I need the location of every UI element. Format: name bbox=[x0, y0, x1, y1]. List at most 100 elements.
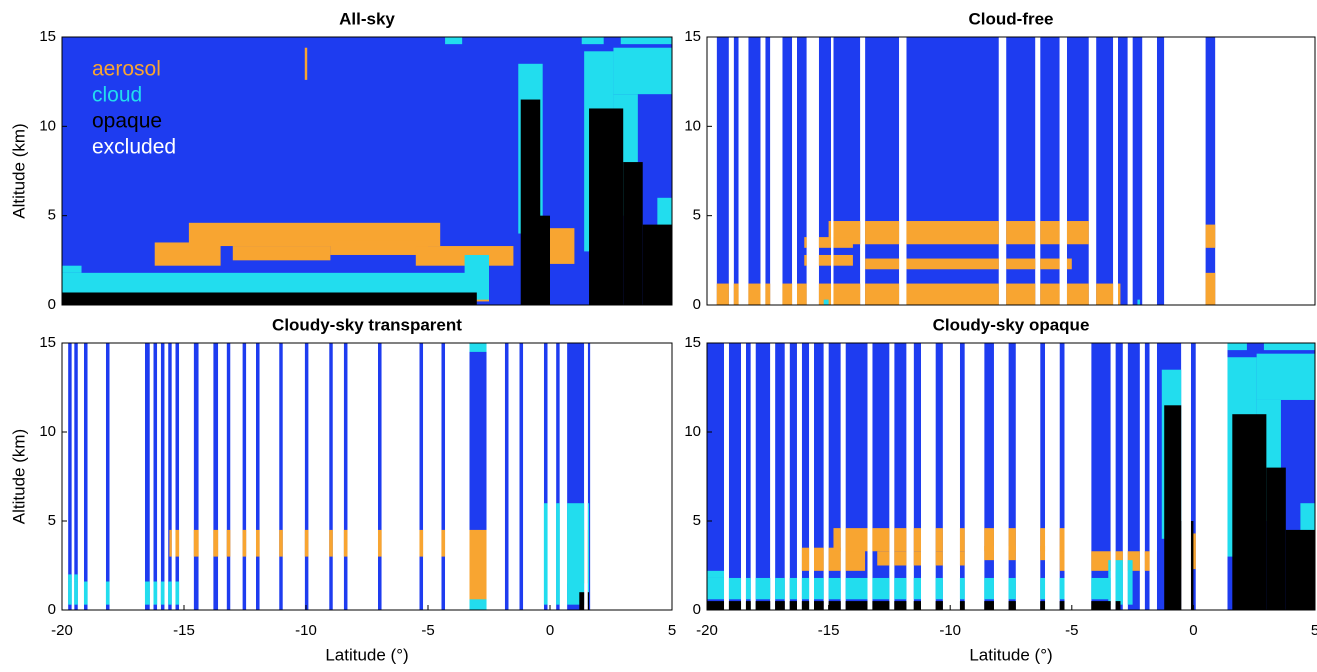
included-column bbox=[716, 37, 729, 305]
frame bbox=[61, 36, 673, 306]
class-region bbox=[154, 242, 221, 266]
y-axis-label: Altitude (km) bbox=[9, 429, 28, 524]
y-tick-label: 15 bbox=[39, 28, 56, 45]
included-column bbox=[329, 343, 333, 610]
included-column bbox=[74, 343, 78, 610]
x-tick-label: -5 bbox=[1065, 622, 1078, 639]
plot-area bbox=[62, 37, 672, 305]
y-tick-label: 0 bbox=[48, 296, 56, 313]
y-tick-label: 15 bbox=[684, 334, 701, 351]
y-tick-label: 5 bbox=[48, 512, 56, 529]
y-tick-label: 0 bbox=[693, 601, 701, 618]
class-region bbox=[445, 37, 463, 45]
y-tick-label: 15 bbox=[39, 334, 56, 351]
included-column bbox=[782, 37, 793, 305]
class-region bbox=[68, 574, 80, 582]
y-tick-label: 10 bbox=[39, 423, 56, 440]
included-column bbox=[304, 343, 309, 610]
included-column bbox=[543, 343, 548, 610]
included-column bbox=[587, 343, 591, 610]
class-region bbox=[188, 222, 441, 247]
included-column bbox=[765, 37, 771, 305]
plot-area bbox=[716, 37, 1216, 305]
class-region bbox=[804, 237, 853, 248]
class-region bbox=[415, 246, 514, 266]
class-region bbox=[469, 529, 487, 610]
class-region bbox=[833, 528, 1084, 552]
included-column bbox=[1040, 343, 1046, 610]
included-column bbox=[984, 343, 994, 610]
y-tick-label: 5 bbox=[48, 207, 56, 224]
legend-entry: aerosol bbox=[92, 58, 161, 81]
x-tick-label: -15 bbox=[818, 622, 840, 639]
included-column bbox=[1059, 343, 1065, 610]
x-tick-label: 5 bbox=[668, 622, 676, 639]
class-region bbox=[1137, 299, 1140, 305]
class-region bbox=[1203, 224, 1216, 248]
included-column bbox=[872, 343, 890, 610]
class-region bbox=[464, 254, 489, 300]
x-tick-label: -5 bbox=[421, 622, 434, 639]
included-column bbox=[913, 343, 922, 610]
included-column bbox=[801, 343, 810, 610]
included-column bbox=[1115, 343, 1123, 610]
included-column bbox=[1008, 343, 1016, 610]
x-tick-label: -20 bbox=[51, 622, 73, 639]
included-column bbox=[796, 37, 807, 305]
included-column bbox=[83, 343, 88, 610]
included-column bbox=[226, 343, 231, 610]
class-region bbox=[799, 547, 866, 571]
y-tick-label: 10 bbox=[684, 117, 701, 134]
included-column bbox=[213, 343, 219, 610]
legend-entry: cloud bbox=[92, 84, 142, 107]
y-tick-label: 10 bbox=[39, 117, 56, 134]
x-tick-label: -10 bbox=[295, 622, 317, 639]
class-region bbox=[542, 503, 590, 605]
included-column bbox=[733, 37, 739, 305]
panel-title: Cloudy-sky opaque bbox=[933, 315, 1090, 334]
included-column bbox=[255, 343, 260, 610]
class-region bbox=[1108, 560, 1133, 605]
included-column bbox=[519, 343, 524, 610]
included-column bbox=[707, 343, 725, 610]
class-region bbox=[469, 343, 487, 352]
frame bbox=[706, 36, 1316, 306]
class-region bbox=[804, 254, 853, 266]
included-column bbox=[1091, 343, 1111, 610]
x-tick-label: -10 bbox=[939, 622, 961, 639]
included-column bbox=[1132, 37, 1143, 305]
class-region bbox=[1225, 343, 1247, 351]
y-tick-label: 15 bbox=[684, 28, 701, 45]
included-column bbox=[1118, 37, 1128, 305]
class-region bbox=[304, 47, 308, 80]
class-region bbox=[613, 47, 672, 95]
included-column bbox=[1205, 37, 1216, 305]
panel-title: All-sky bbox=[339, 9, 395, 28]
included-column bbox=[153, 343, 158, 610]
included-column bbox=[377, 343, 382, 610]
included-column bbox=[279, 343, 283, 610]
y-axis-label: Altitude (km) bbox=[9, 123, 28, 218]
included-column bbox=[419, 343, 424, 610]
class-region bbox=[232, 246, 331, 261]
class-region bbox=[1173, 521, 1194, 610]
class-region bbox=[169, 529, 453, 557]
class-region bbox=[823, 299, 829, 305]
panel-title: Cloud-free bbox=[969, 9, 1054, 28]
legend-entry: opaque bbox=[92, 110, 162, 133]
class-region bbox=[716, 283, 1121, 305]
included-column bbox=[441, 343, 446, 610]
y-tick-label: 5 bbox=[693, 512, 701, 529]
class-region bbox=[877, 551, 975, 566]
class-region bbox=[1285, 529, 1315, 610]
included-column bbox=[105, 343, 110, 610]
class-region bbox=[865, 258, 1072, 270]
class-region bbox=[1256, 353, 1315, 400]
class-region bbox=[707, 577, 1121, 600]
included-column bbox=[959, 343, 965, 610]
included-column bbox=[935, 343, 943, 610]
class-region bbox=[62, 292, 477, 305]
included-column bbox=[504, 343, 509, 610]
included-column bbox=[193, 343, 199, 610]
